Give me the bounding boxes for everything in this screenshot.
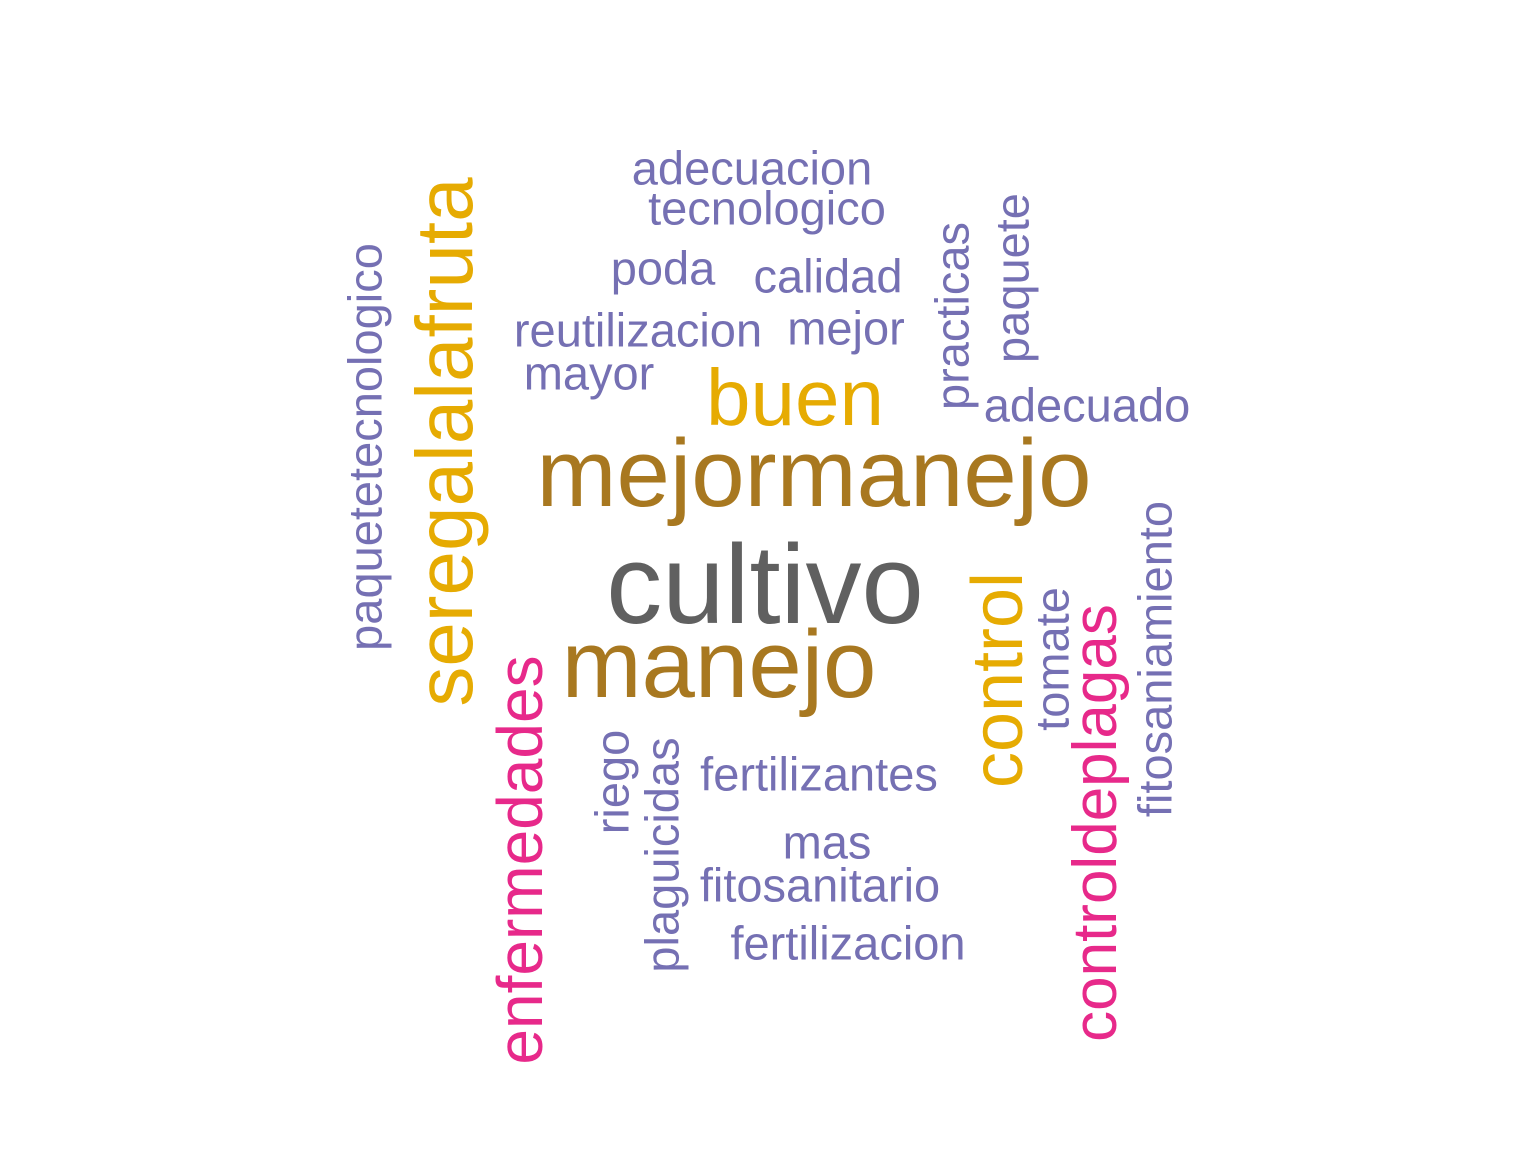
word-mayor: mayor	[523, 346, 655, 400]
word-adecuado: adecuado	[983, 378, 1191, 432]
word-plaguicidas: plaguicidas	[635, 737, 689, 973]
word-adecuacion: adecuacion	[631, 141, 873, 195]
word-buen: buen	[706, 353, 884, 442]
word-mejor: mejor	[787, 301, 905, 355]
word-paquetetecnologico: paquetetecnologico	[338, 243, 392, 651]
word-cultivo: cultivo	[606, 522, 924, 647]
word-fitosaniamiento: fitosaniamiento	[1128, 500, 1182, 818]
word-control: control	[958, 571, 1038, 789]
word-tecnologico: tecnologico	[648, 181, 886, 235]
word-poda: poda	[610, 241, 716, 295]
word-seregalalafruta: seregalalafruta	[400, 177, 489, 707]
word-manejo: manejo	[561, 611, 877, 718]
word-reutilizacion: reutilizacion	[513, 303, 763, 357]
word-fertilizacion: fertilizacion	[730, 916, 966, 970]
word-fertilizantes: fertilizantes	[700, 747, 938, 801]
word-mejormanejo: mejormanejo	[536, 420, 1092, 527]
word-calidad: calidad	[753, 249, 903, 303]
word-enfermedades: enfermedades	[484, 655, 556, 1065]
word-practicas: practicas	[925, 221, 979, 411]
word-riego: riego	[585, 729, 639, 835]
word-mas: mas	[782, 815, 872, 869]
word-fitosanitario: fitosanitario	[699, 858, 941, 912]
word-tomate: tomate	[1025, 587, 1079, 731]
word-paquete: paquete	[985, 193, 1039, 363]
